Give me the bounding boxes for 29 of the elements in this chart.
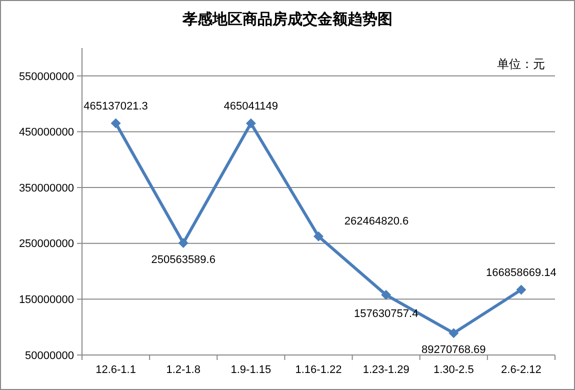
x-tick-label: 1.9-1.15 [230,364,272,376]
annotation: 单位：元 [497,57,545,71]
point [516,284,526,295]
y-tick-label: 50000000 [25,350,74,362]
data-label: 465137021.3 [84,100,148,112]
point [246,118,256,128]
y-tick-label: 550000000 [18,70,74,83]
y-tick-label: 350000000 [18,182,74,194]
data-label: 262464820.6 [344,215,409,228]
data-label: 157630757.4 [354,308,418,320]
point [314,231,324,242]
x-tick-label: 1.23-1.29 [362,364,410,376]
x-tick-label: 1.2-1.8 [166,364,200,376]
point [381,290,392,300]
y-tick-label: 150000000 [18,294,74,306]
data-label: 250563589.6 [151,254,216,266]
point [110,118,121,128]
data-label: 166858669.14 [486,266,556,279]
x-tick-label: 2.6-2.12 [501,364,542,376]
point [448,328,459,338]
point [178,238,188,248]
y-tick-label: 250000000 [18,238,74,250]
x-tick-label: 12.6-1.1 [96,364,136,376]
chart-title: 孝感地区商品房成交金额趋势图 [182,10,392,28]
data-label: 89270768.69 [422,344,486,356]
data-label: 465041149 [224,100,278,112]
x-tick-label: 1.16-1.22 [295,364,342,376]
x-tick-label: 1.30-2.5 [433,364,474,376]
y-tick-label: 450000000 [18,126,74,139]
